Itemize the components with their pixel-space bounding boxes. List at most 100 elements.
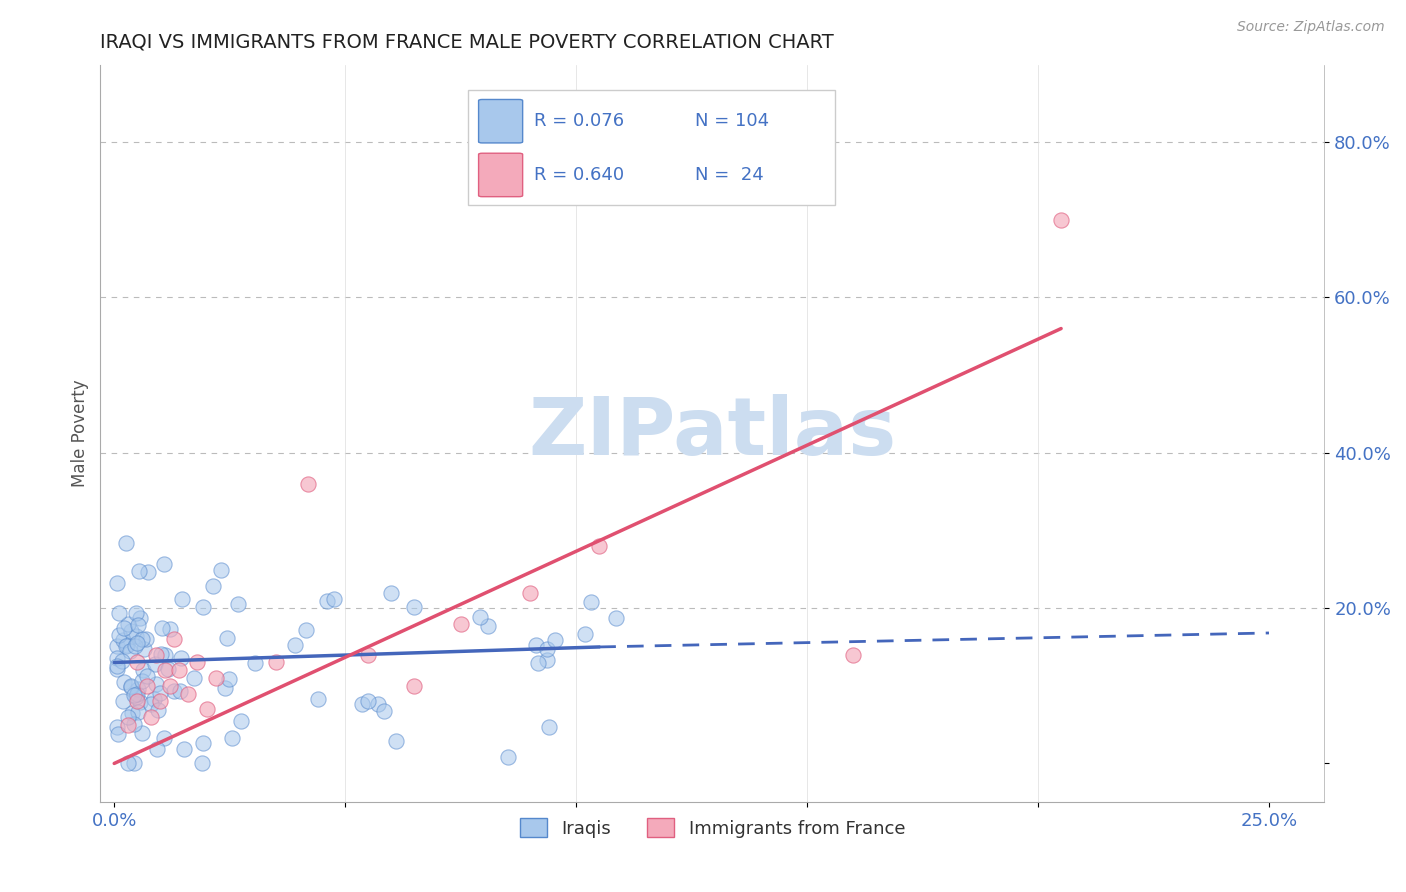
Point — [519, 585, 541, 599]
Point — [605, 610, 627, 624]
Point — [169, 683, 191, 698]
Point — [195, 702, 218, 716]
Point — [141, 710, 163, 724]
Point — [105, 720, 128, 734]
Point — [131, 725, 153, 739]
Point — [117, 616, 139, 631]
Point — [579, 595, 602, 609]
Point — [124, 756, 146, 771]
Point — [402, 599, 425, 614]
Point — [148, 703, 170, 717]
Point — [132, 642, 155, 657]
Point — [215, 631, 238, 645]
Text: IRAQI VS IMMIGRANTS FROM FRANCE MALE POVERTY CORRELATION CHART: IRAQI VS IMMIGRANTS FROM FRANCE MALE POV… — [100, 33, 834, 52]
Point — [131, 632, 153, 646]
Point — [136, 669, 159, 683]
Point — [170, 650, 193, 665]
Point — [524, 638, 547, 652]
Point — [350, 698, 373, 712]
Point — [120, 680, 142, 694]
Point — [153, 663, 176, 677]
Point — [226, 597, 249, 611]
Point — [122, 717, 145, 731]
Point — [121, 706, 143, 720]
Point — [110, 654, 132, 668]
Point — [108, 606, 131, 620]
Point — [537, 720, 560, 734]
Point — [128, 611, 150, 625]
Point — [136, 565, 159, 579]
Point — [209, 564, 232, 578]
Point — [145, 677, 167, 691]
Point — [190, 756, 212, 771]
Point — [125, 687, 148, 701]
Point — [127, 705, 149, 719]
Point — [127, 636, 149, 650]
Text: Source: ZipAtlas.com: Source: ZipAtlas.com — [1237, 20, 1385, 34]
Point — [157, 662, 180, 676]
Point — [105, 576, 128, 591]
Point — [125, 690, 148, 704]
Point — [221, 731, 243, 745]
Point — [128, 564, 150, 578]
Point — [1050, 212, 1073, 227]
Point — [135, 679, 157, 693]
Point — [172, 592, 194, 607]
Point — [468, 610, 491, 624]
Point — [307, 692, 329, 706]
Point — [159, 679, 181, 693]
Point — [295, 623, 318, 637]
Point — [316, 593, 339, 607]
Point — [117, 709, 139, 723]
Point — [283, 639, 305, 653]
Point — [127, 694, 149, 708]
Point — [105, 662, 128, 676]
Point — [191, 599, 214, 614]
Point — [115, 640, 138, 654]
Point — [173, 742, 195, 756]
Point — [117, 756, 139, 771]
Point — [543, 633, 565, 648]
Point — [127, 656, 149, 670]
Point — [112, 674, 135, 689]
Point — [380, 586, 402, 600]
Point — [120, 643, 142, 657]
Point — [115, 638, 138, 652]
Point — [163, 632, 186, 647]
Point — [107, 727, 129, 741]
Point — [163, 683, 186, 698]
Point — [191, 735, 214, 749]
Point — [120, 624, 142, 639]
Point — [105, 639, 128, 653]
Point — [114, 536, 136, 550]
Point — [145, 648, 167, 662]
Point — [842, 648, 865, 662]
Point — [477, 619, 499, 633]
Point — [574, 626, 596, 640]
Point — [214, 681, 236, 696]
Point — [155, 648, 177, 662]
Point — [357, 694, 380, 708]
Text: ZIPatlas: ZIPatlas — [529, 394, 897, 473]
Point — [357, 648, 380, 662]
Point — [527, 656, 550, 670]
Point — [404, 679, 426, 693]
Point — [122, 688, 145, 702]
Point — [127, 682, 149, 697]
Point — [112, 632, 135, 647]
Point — [105, 650, 128, 665]
Point — [183, 672, 205, 686]
Point — [159, 622, 181, 636]
Point — [141, 697, 163, 711]
Point — [536, 642, 558, 657]
Point — [229, 714, 252, 729]
Point — [186, 656, 208, 670]
Point — [108, 628, 131, 642]
Point — [536, 653, 558, 667]
Point — [149, 694, 172, 708]
Point — [450, 616, 472, 631]
Point — [297, 476, 319, 491]
Point — [167, 663, 190, 677]
Point — [120, 679, 142, 693]
Point — [150, 647, 173, 661]
